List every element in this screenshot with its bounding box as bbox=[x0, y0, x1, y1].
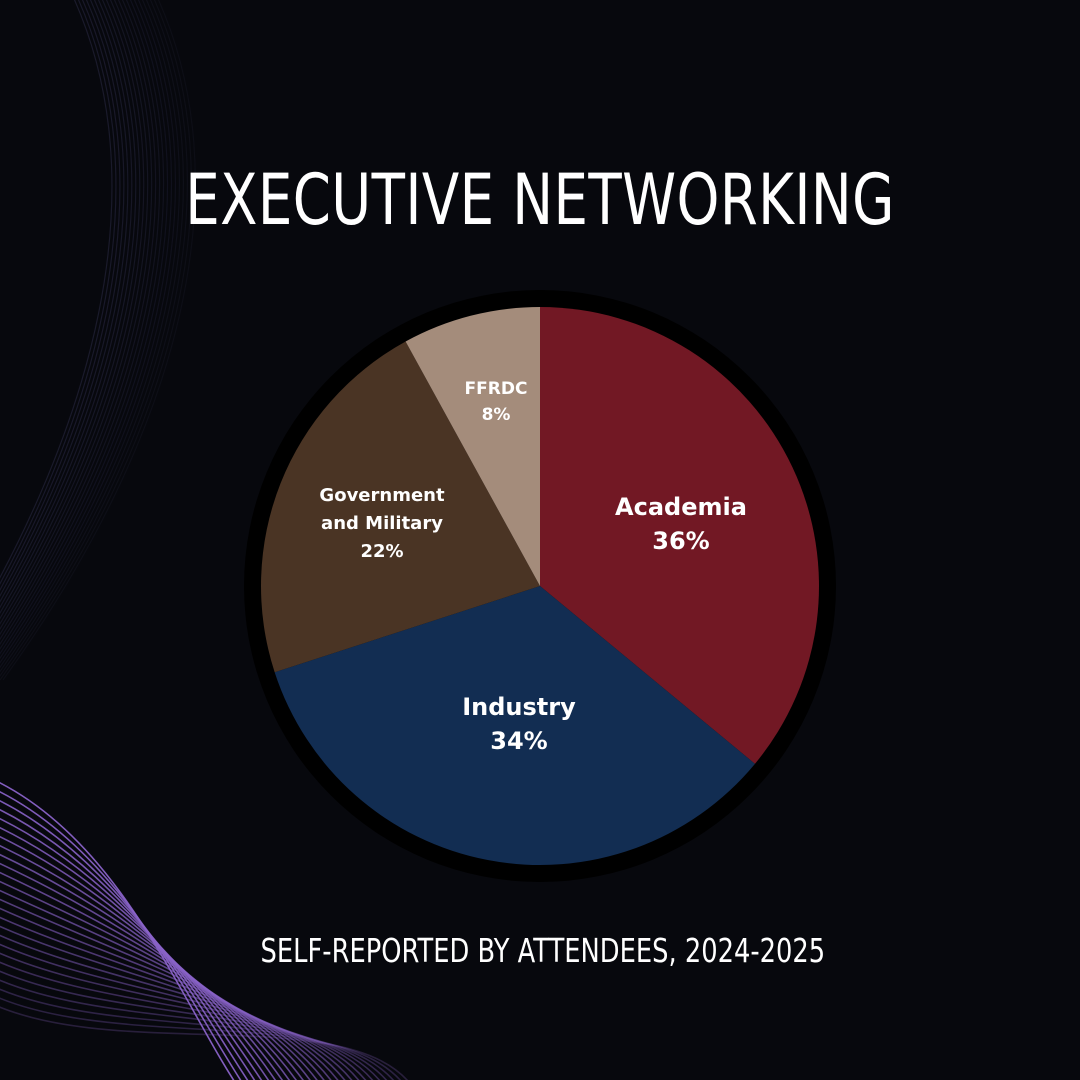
accent-curve-line bbox=[0, 862, 297, 1080]
background-curve-line bbox=[0, 0, 177, 664]
slice-percent: 8% bbox=[482, 405, 511, 425]
slice-name: FFRDC bbox=[465, 379, 528, 399]
background-curve-line bbox=[0, 0, 161, 645]
accent-curve-line bbox=[0, 844, 284, 1080]
accent-curve-line bbox=[0, 880, 311, 1080]
background-curve-line bbox=[0, 0, 145, 625]
background-curve-line bbox=[0, 0, 192, 681]
background-curve-line bbox=[0, 0, 121, 591]
accent-curve-line bbox=[0, 853, 291, 1080]
background-curve-line bbox=[0, 0, 188, 677]
slice-name: Academia bbox=[615, 493, 747, 521]
accent-curve-line bbox=[0, 988, 395, 1080]
pie-slice-government-and-military bbox=[261, 341, 540, 673]
accent-curve-line bbox=[0, 934, 353, 1080]
slice-label-ffrdc: FFRDC 8% bbox=[465, 379, 528, 425]
background-curve-line bbox=[0, 0, 137, 614]
background-curve-line bbox=[0, 0, 169, 655]
accent-curve-line bbox=[0, 1006, 408, 1080]
chart-subtitle: SELF-REPORTED BY ATTENDEES, 2024-2025 bbox=[260, 931, 826, 970]
accent-curve-line bbox=[0, 925, 346, 1080]
pie-slice-academia bbox=[540, 307, 819, 764]
background-curve-line bbox=[0, 0, 141, 620]
slice-name: Government bbox=[319, 485, 445, 506]
background-curve-line bbox=[0, 0, 165, 650]
pie-labels: Academia 36% Industry 34% Government and Mili… bbox=[319, 379, 747, 755]
background-curve-line bbox=[0, 0, 113, 579]
accent-curve-line bbox=[0, 943, 360, 1080]
background-curve-line bbox=[0, 0, 180, 669]
accent-curve-line bbox=[0, 835, 277, 1080]
slice-name: Industry bbox=[462, 693, 576, 721]
slice-label-academia: Academia 36% bbox=[615, 493, 747, 555]
slice-percent: 34% bbox=[490, 727, 547, 755]
background-curve-line bbox=[0, 0, 153, 636]
accent-curve-line bbox=[0, 970, 381, 1080]
accent-curve-line bbox=[0, 889, 318, 1080]
accent-curve-line bbox=[0, 916, 339, 1080]
slice-label-government-and-military: Government and Military 22% bbox=[319, 485, 445, 562]
top-left-line-group bbox=[0, 0, 196, 681]
background-curve-line bbox=[0, 0, 149, 631]
accent-curve-line bbox=[0, 871, 304, 1080]
pie-slices bbox=[261, 307, 819, 865]
accent-curve-line bbox=[0, 997, 402, 1080]
accent-curve-line bbox=[0, 961, 374, 1080]
slice-percent: 36% bbox=[652, 527, 709, 555]
background-curve-line bbox=[0, 0, 117, 585]
background-curve-line bbox=[0, 0, 125, 597]
accent-curve-line bbox=[0, 907, 332, 1080]
accent-curve-line bbox=[0, 826, 270, 1080]
accent-curve-line bbox=[0, 952, 367, 1080]
background-curve-line bbox=[0, 0, 157, 641]
background-curve-line bbox=[2, 0, 196, 681]
accent-curve-line bbox=[0, 898, 325, 1080]
page-title: EXECUTIVE NETWORKING bbox=[185, 159, 895, 241]
slice-label-industry: Industry 34% bbox=[462, 693, 576, 755]
background-curve-line bbox=[0, 0, 133, 609]
background-curve-line bbox=[0, 0, 184, 673]
pie-slice-ffrdc bbox=[405, 307, 540, 586]
background-curve-line bbox=[0, 0, 173, 660]
pie-slice-industry bbox=[274, 586, 755, 865]
background-curve-line bbox=[0, 0, 129, 603]
bottom-left-line-group bbox=[0, 782, 408, 1080]
slice-percent: 22% bbox=[360, 541, 403, 562]
slice-name: and Military bbox=[321, 513, 443, 534]
accent-curve-line bbox=[0, 979, 388, 1080]
